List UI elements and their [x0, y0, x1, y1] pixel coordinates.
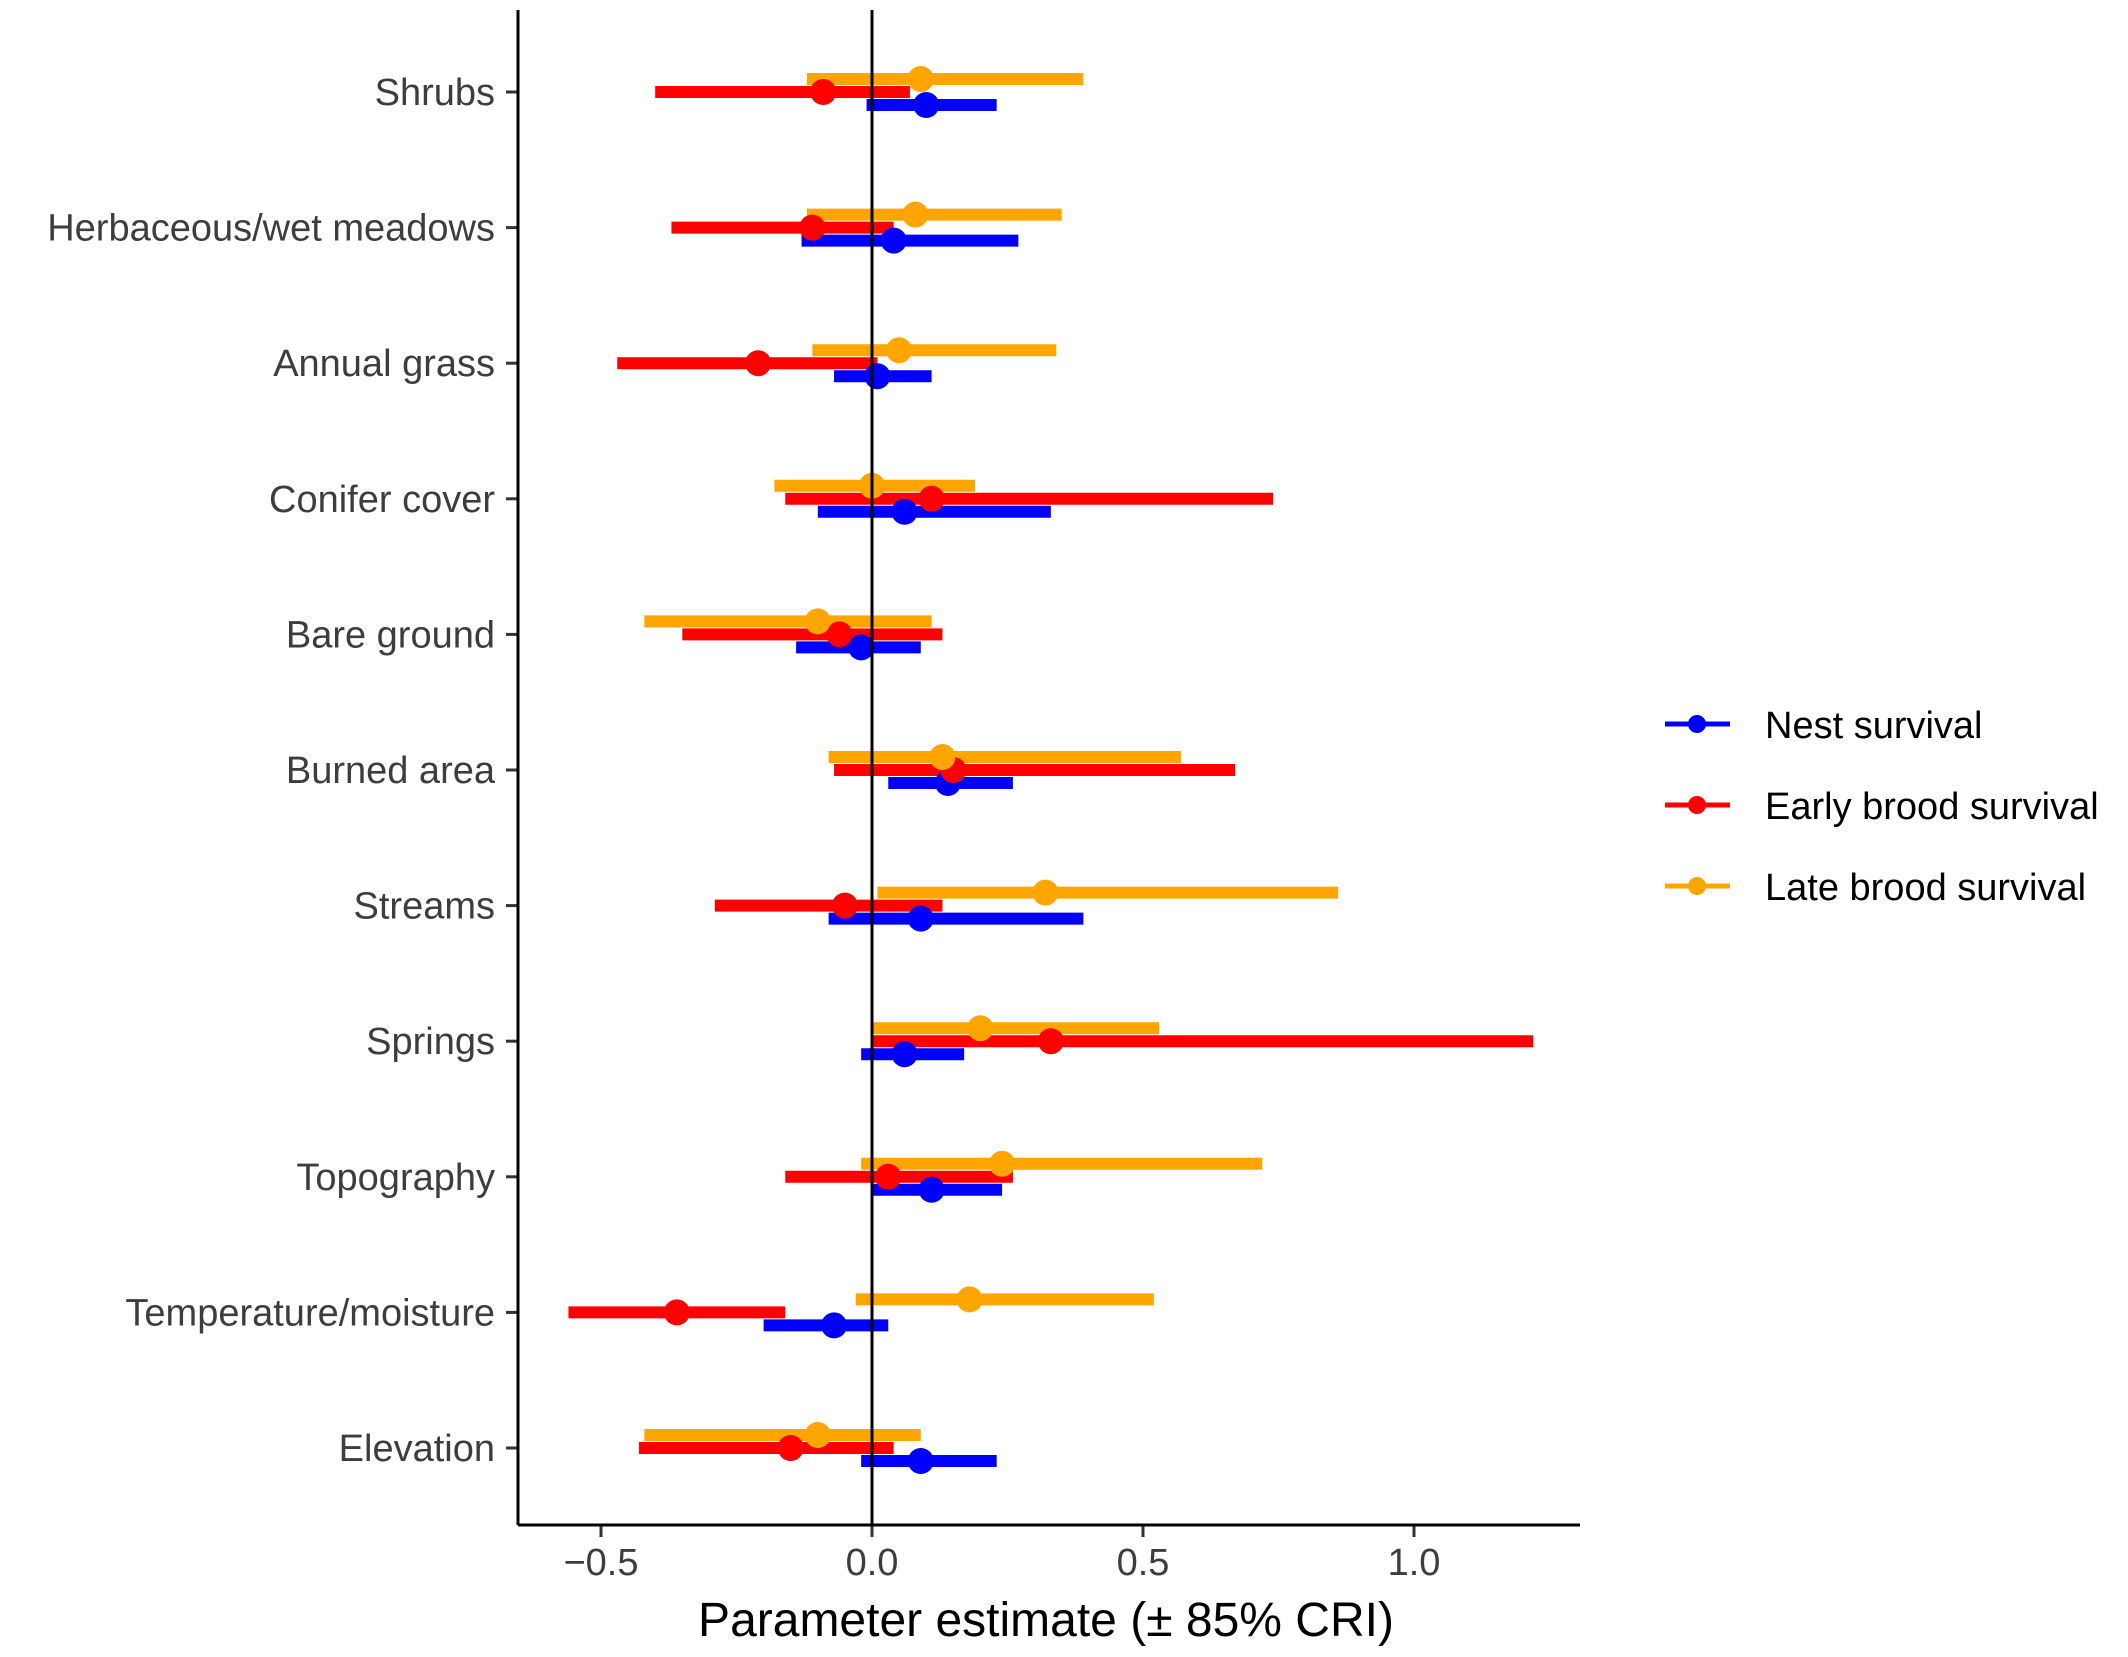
plot-marks — [568, 66, 1534, 1474]
y-tick-label: Herbaceous/wet meadows — [47, 208, 495, 250]
early-brood-survival-point — [745, 350, 772, 377]
x-axis-title: Parameter estimate (± 85% CRI) — [698, 1594, 1394, 1647]
nest-survival-point — [891, 498, 918, 525]
legend-item-early-brood-survival: Early brood survival — [1665, 786, 2099, 828]
late-brood-survival-point — [956, 1286, 983, 1313]
y-tick-label: Temperature/moisture — [125, 1292, 495, 1334]
legend-key-point — [1688, 877, 1706, 895]
nest-survival-point — [907, 905, 934, 932]
x-tick-label: −0.5 — [563, 1542, 638, 1584]
late-brood-survival-point — [902, 201, 929, 228]
late-brood-survival-point — [989, 1150, 1016, 1177]
late-brood-survival-point — [967, 1015, 994, 1042]
y-tick-label: Topography — [296, 1157, 495, 1199]
early-brood-survival-point — [799, 214, 826, 241]
y-tick-marks — [506, 90, 518, 1450]
y-tick-label: Shrubs — [375, 72, 495, 114]
early-brood-survival-point — [875, 1163, 902, 1190]
nest-survival-point — [891, 1041, 918, 1068]
late-brood-survival-point — [804, 1422, 831, 1448]
y-tick-label: Bare ground — [286, 614, 495, 656]
late-brood-survival-point — [929, 744, 956, 770]
nest-survival-point — [880, 227, 907, 254]
y-tick-label: Conifer cover — [269, 479, 495, 521]
y-tick-label: Elevation — [339, 1428, 495, 1470]
y-tick-label: Burned area — [286, 750, 496, 792]
x-tick-label: 1.0 — [1388, 1542, 1441, 1584]
late-brood-survival-point — [886, 337, 913, 364]
legend-label: Early brood survival — [1765, 786, 2099, 828]
early-brood-survival-point — [777, 1435, 804, 1461]
legend-key-point — [1688, 715, 1706, 733]
legend-key-point — [1688, 796, 1706, 814]
nest-survival-point — [918, 1176, 945, 1203]
early-brood-survival-point — [1037, 1028, 1064, 1055]
x-tick-label: 0.5 — [1117, 1542, 1170, 1584]
legend-item-nest-survival: Nest survival — [1665, 705, 1983, 747]
late-brood-survival-point — [804, 608, 831, 635]
early-brood-survival-point — [918, 485, 945, 512]
nest-survival-point — [907, 1448, 934, 1474]
late-brood-survival-point — [907, 66, 934, 92]
nest-survival-point — [848, 634, 875, 661]
early-brood-survival-point — [826, 621, 853, 648]
late-brood-survival-point — [1032, 879, 1059, 906]
y-tick-label: Springs — [366, 1021, 495, 1063]
legend-item-late-brood-survival: Late brood survival — [1665, 867, 2086, 909]
nest-survival-point — [821, 1312, 848, 1339]
y-tick-label: Annual grass — [273, 343, 495, 385]
y-tick-labels: Shrubs Herbaceous/wet meadows Annual grass… — [47, 72, 496, 1470]
early-brood-survival-point — [663, 1299, 690, 1326]
legend-label: Nest survival — [1765, 705, 1983, 747]
nest-survival-point — [913, 92, 940, 118]
early-brood-survival-point — [810, 79, 837, 105]
legend-label: Late brood survival — [1765, 867, 2086, 909]
legend: Nest survival Early brood survival Late br… — [1665, 705, 2099, 909]
early-brood-survival-point — [831, 892, 858, 919]
nest-survival-point — [864, 363, 891, 390]
x-tick-marks — [599, 1525, 1416, 1537]
x-tick-label: 0.0 — [846, 1542, 899, 1584]
y-tick-label: Streams — [354, 886, 495, 928]
x-tick-labels: −0.5 0.0 0.5 1.0 — [563, 1542, 1440, 1584]
